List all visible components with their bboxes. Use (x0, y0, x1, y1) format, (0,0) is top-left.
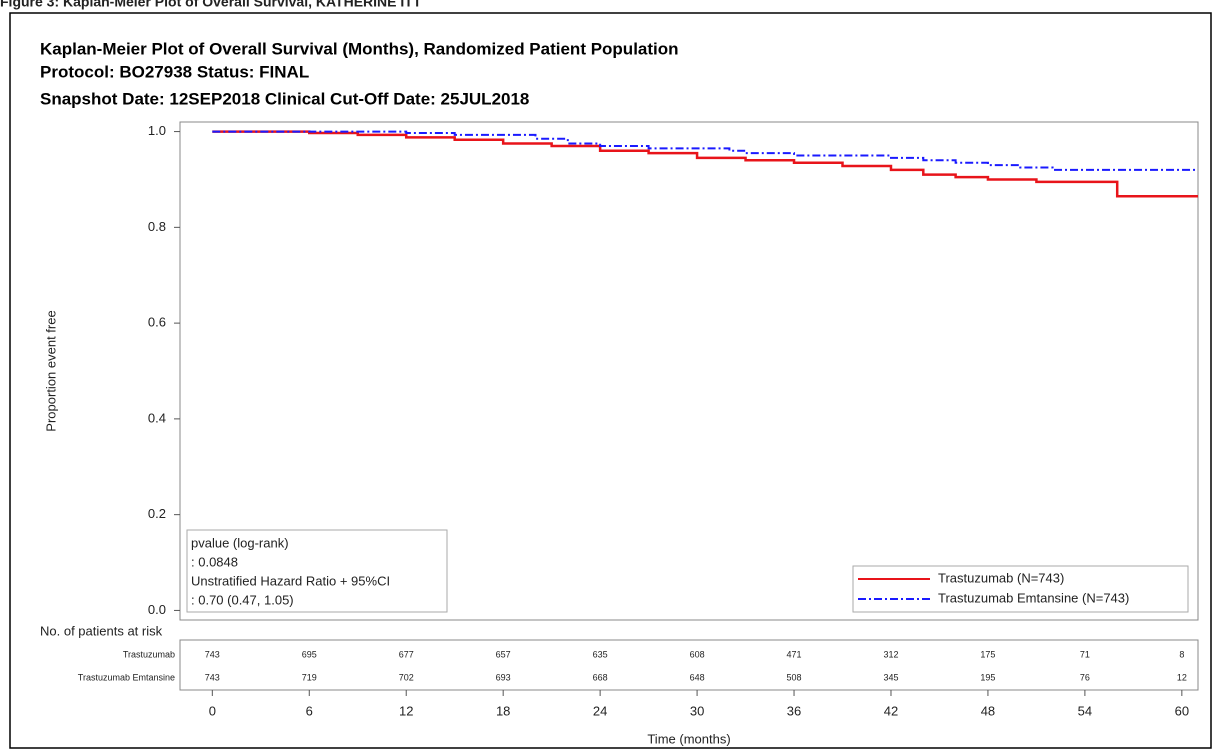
risk-count: 693 (496, 672, 511, 682)
x-tick-label: 24 (593, 703, 607, 718)
risk-count: 608 (690, 649, 705, 659)
x-tick-label: 0 (209, 703, 216, 718)
x-tick-label: 42 (884, 703, 898, 718)
y-tick-label: 1.0 (148, 123, 166, 138)
chart-subtitle: Protocol: BO27938 Status: FINAL (40, 62, 309, 81)
x-tick-label: 6 (306, 703, 313, 718)
y-axis-label: Proportion event free (43, 310, 58, 431)
risk-count: 677 (399, 649, 414, 659)
risk-count: 695 (302, 649, 317, 659)
plot-frame (179, 121, 1199, 621)
risk-count: 195 (980, 672, 995, 682)
risk-count: 71 (1080, 649, 1090, 659)
x-tick-label: 30 (690, 703, 704, 718)
risk-count: 12 (1177, 672, 1187, 682)
risk-count: 743 (205, 649, 220, 659)
risk-count: 76 (1080, 672, 1090, 682)
legend-label: Trastuzumab Emtansine (N=743) (938, 590, 1129, 605)
risk-count: 648 (690, 672, 705, 682)
y-tick-label: 0.0 (148, 602, 166, 617)
x-tick-label: 54 (1078, 703, 1092, 718)
risk-count: 635 (593, 649, 608, 659)
x-tick-label: 18 (496, 703, 510, 718)
survival-curve (212, 130, 1198, 171)
risk-table-frame (179, 639, 1199, 691)
annotation-text: pvalue (log-rank) (191, 535, 289, 550)
caption: Figure 3: Kaplan-Meier Plot of Overall S… (0, 0, 422, 10)
y-tick-label: 0.6 (148, 315, 166, 330)
legend-label: Trastuzumab (N=743) (938, 570, 1064, 585)
x-axis-label: Time (months) (647, 731, 730, 746)
x-tick-label: 36 (787, 703, 801, 718)
x-tick-label: 48 (981, 703, 995, 718)
risk-count: 657 (496, 649, 511, 659)
outer-frame (9, 12, 1212, 749)
risk-count: 312 (883, 649, 898, 659)
risk-row-label: Trastuzumab (123, 649, 175, 659)
y-tick-label: 0.4 (148, 410, 166, 425)
annotation-box (186, 529, 448, 613)
risk-count: 508 (787, 672, 802, 682)
x-tick-label: 60 (1175, 703, 1189, 718)
risk-count: 471 (787, 649, 802, 659)
y-tick-label: 0.8 (148, 219, 166, 234)
chart-title: Kaplan-Meier Plot of Overall Survival (M… (40, 39, 679, 58)
risk-count: 743 (205, 672, 220, 682)
risk-row-label: Trastuzumab Emtansine (78, 672, 175, 682)
legend-box (852, 565, 1189, 613)
risk-count: 175 (980, 649, 995, 659)
risk-count: 719 (302, 672, 317, 682)
chart-subtitle: Snapshot Date: 12SEP2018 Clinical Cut-Of… (40, 89, 529, 108)
annotation-text: : 0.70 (0.47, 1.05) (191, 592, 294, 607)
survival-curve (212, 130, 1198, 198)
risk-count: 8 (1179, 649, 1184, 659)
annotation-text: Unstratified Hazard Ratio + 95%CI (191, 573, 390, 588)
y-tick-label: 0.2 (148, 506, 166, 521)
risk-count: 702 (399, 672, 414, 682)
risk-table-title: No. of patients at risk (40, 623, 163, 638)
risk-count: 668 (593, 672, 608, 682)
annotation-text: : 0.0848 (191, 554, 238, 569)
x-tick-label: 12 (399, 703, 413, 718)
risk-count: 345 (883, 672, 898, 682)
